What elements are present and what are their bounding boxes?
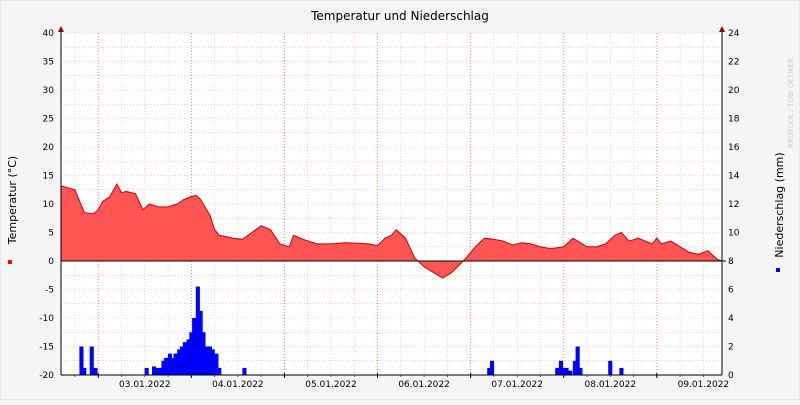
y-right-tick-label: 4 <box>728 314 734 324</box>
x-tick-label: 08.01.2022 <box>585 380 637 390</box>
watermark: RRDTOOL / TOBI OETIKER <box>787 58 795 148</box>
y-right-tick-label: 24 <box>728 29 740 39</box>
precipitation-bar <box>490 360 495 376</box>
precipitation-bar <box>186 339 191 375</box>
precipitation-bar <box>198 310 203 375</box>
x-tick-label: 09.01.2022 <box>678 380 730 390</box>
axes <box>58 26 726 378</box>
precipitation-bar <box>608 360 613 376</box>
precipitation-bar <box>79 346 84 375</box>
precipitation-bar <box>164 357 169 375</box>
temperature-area <box>61 184 722 279</box>
y-left-tick-label: 30 <box>43 86 55 96</box>
precipitation-bar <box>575 346 580 375</box>
y-left-tick-label: 20 <box>43 143 55 153</box>
precipitation-bar <box>144 367 149 375</box>
y-axis-right-label: Niederschlag (mm) <box>773 152 786 257</box>
precipitation-bar <box>217 367 222 375</box>
y-axis-left-arrow <box>58 26 64 32</box>
precipitation-bar <box>189 332 194 376</box>
y-left-tick-label: 10 <box>43 200 55 210</box>
temperature-legend-marker <box>8 260 12 264</box>
x-tick-label: 07.01.2022 <box>491 380 543 390</box>
chart-title: Temperatur und Niederschlag <box>310 9 489 23</box>
precipitation-bar <box>561 367 566 375</box>
gridlines <box>61 32 722 376</box>
y-right-tick-label: 8 <box>728 257 734 267</box>
precipitation-bar <box>564 367 569 375</box>
precipitation-bar <box>555 367 560 375</box>
y-left-tick-label: -15 <box>39 343 54 353</box>
y-left-tick-label: 40 <box>43 29 55 39</box>
y-right-tick-label: 22 <box>728 58 739 68</box>
y-right-tick-label: 2 <box>728 343 734 353</box>
precipitation-bar <box>210 349 215 375</box>
y-left-tick-label: 35 <box>43 58 54 68</box>
y-right-tick-label: 20 <box>728 86 740 96</box>
y-left-tick-label: 25 <box>43 115 54 125</box>
x-tick-label: 05.01.2022 <box>305 380 357 390</box>
x-tick-label: 03.01.2022 <box>119 380 171 390</box>
precipitation-bar <box>568 370 573 375</box>
y-right-tick-label: 18 <box>728 115 740 125</box>
precipitation-bar <box>154 367 159 375</box>
precipitation-bar-layer <box>79 286 624 376</box>
x-tick-label: 06.01.2022 <box>398 380 450 390</box>
precipitation-bar <box>214 353 219 375</box>
precipitation-bar <box>558 360 563 376</box>
precipitation-bar <box>572 360 577 376</box>
y-axis-left-label: Temperatur (°C) <box>6 156 19 245</box>
y-right-tick-label: 16 <box>728 143 740 153</box>
temperature-line <box>60 182 723 279</box>
precipitation-bar <box>152 366 157 375</box>
precipitation-bar <box>93 367 98 375</box>
y-right-tick-label: 10 <box>728 229 740 239</box>
precipitation-bar <box>161 360 166 376</box>
precipitation-bar <box>173 353 178 375</box>
precipitation-bar <box>89 346 94 375</box>
precipitation-bar <box>82 367 87 375</box>
precipitation-bar <box>242 367 247 375</box>
y-left-tick-label: -5 <box>45 286 54 296</box>
y-left-tick-label: -10 <box>39 314 54 324</box>
precipitation-bar <box>182 342 187 375</box>
y-right-tick-label: 6 <box>728 286 734 296</box>
y-axis-right-arrow <box>719 26 725 32</box>
precipitation-bar <box>158 367 163 375</box>
precipitation-bar <box>192 318 197 375</box>
precipitation-bar <box>207 346 212 375</box>
precipitation-bar <box>487 367 492 375</box>
precipitation-bar <box>170 357 175 375</box>
temperature-area-layer <box>60 182 723 279</box>
precipitation-bar <box>195 286 200 375</box>
precipitation-legend-marker <box>776 268 780 272</box>
x-tick-label: 04.01.2022 <box>212 380 264 390</box>
precipitation-bar <box>578 367 583 375</box>
precipitation-bar <box>180 346 185 375</box>
y-right-tick-label: 12 <box>728 200 739 210</box>
precipitation-bar <box>619 367 624 375</box>
tick-labels: 4035302520151050-5-10-15-202422201816141… <box>39 29 739 390</box>
precipitation-bar <box>201 332 206 376</box>
y-right-tick-label: 0 <box>728 371 734 381</box>
y-left-tick-label: 15 <box>43 172 54 182</box>
y-left-tick-label: 0 <box>48 257 54 267</box>
precipitation-bar <box>177 349 182 375</box>
precipitation-bar <box>167 353 172 375</box>
y-left-tick-label: 5 <box>48 229 54 239</box>
y-left-tick-label: -20 <box>39 371 54 381</box>
precipitation-bar <box>205 346 210 375</box>
y-right-tick-label: 14 <box>728 172 740 182</box>
